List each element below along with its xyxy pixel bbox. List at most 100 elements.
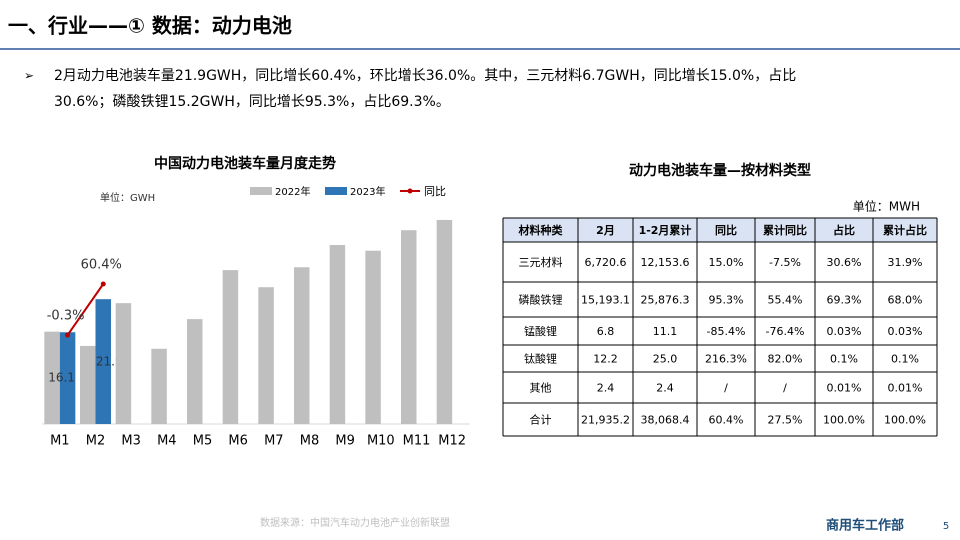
table-cell: 锰酸锂 bbox=[524, 324, 557, 338]
x-tick-label: M10 bbox=[367, 434, 395, 449]
table-cell: 15.0% bbox=[709, 256, 744, 269]
table-cell: / bbox=[724, 382, 728, 395]
line-series bbox=[66, 283, 105, 336]
x-tick-label: M7 bbox=[264, 434, 284, 449]
table-cell: 三元材料 bbox=[519, 255, 563, 269]
table-cell: -76.4% bbox=[766, 325, 805, 338]
bullet-line: 2月动力电池装车量21.9GWH，同比增长60.4%，环比增长36.0%。其中，… bbox=[54, 67, 796, 84]
department: 商用车工作部 bbox=[826, 518, 904, 534]
bar bbox=[187, 319, 203, 424]
bar bbox=[329, 245, 346, 424]
x-tick-label: M8 bbox=[300, 434, 320, 449]
x-tick-label: M5 bbox=[193, 434, 213, 449]
table-cell: 6,720.6 bbox=[585, 256, 627, 269]
x-tick-label: M9 bbox=[335, 434, 355, 449]
table-cell: 25,876.3 bbox=[641, 294, 690, 307]
line-marker bbox=[100, 281, 106, 287]
bullet-marker: ➢ bbox=[24, 69, 34, 83]
table-unit: 单位：MWH bbox=[853, 199, 920, 214]
table-cell: 0.03% bbox=[888, 325, 923, 338]
bar bbox=[222, 270, 239, 424]
line-label: -0.3% bbox=[47, 309, 85, 324]
table-header-cell: 材料种类 bbox=[519, 223, 564, 237]
table-header-cell: 占比 bbox=[833, 223, 855, 237]
bar bbox=[401, 230, 417, 424]
legend-label: 2022年 bbox=[275, 185, 310, 198]
table-cell: 216.3% bbox=[705, 353, 747, 366]
bar bbox=[59, 332, 76, 424]
table-cell: 68.0% bbox=[888, 294, 923, 307]
table-cell: 95.3% bbox=[709, 294, 744, 307]
legend-label: 2023年 bbox=[350, 185, 385, 198]
table-cell: / bbox=[783, 382, 787, 395]
table-header-cell: 1-2月累计 bbox=[639, 223, 692, 237]
bar bbox=[95, 299, 111, 424]
x-tick-label: M2 bbox=[86, 434, 106, 449]
bar bbox=[365, 250, 381, 424]
table-cell: 2.4 bbox=[597, 382, 615, 395]
x-tick-label: M11 bbox=[403, 434, 431, 449]
page-number: 5 bbox=[943, 521, 949, 532]
table-cell: 0.1% bbox=[891, 353, 919, 366]
legend-marker bbox=[407, 188, 413, 194]
bar bbox=[115, 303, 132, 424]
table-cell: 0.01% bbox=[888, 382, 923, 395]
table-cell: 27.5% bbox=[768, 414, 803, 427]
table-cell: 0.1% bbox=[830, 353, 858, 366]
table-cell: 55.4% bbox=[768, 294, 803, 307]
table-cell: 0.03% bbox=[827, 325, 862, 338]
table-cell: 0.01% bbox=[827, 382, 862, 395]
bar bbox=[44, 331, 60, 424]
table-cell: 38,068.4 bbox=[641, 414, 690, 427]
bar bbox=[80, 345, 96, 424]
x-tick-label: M6 bbox=[228, 434, 248, 449]
table-cell: 2.4 bbox=[656, 382, 674, 395]
bar bbox=[151, 348, 167, 424]
table-cell: 其他 bbox=[530, 382, 552, 395]
source-note: 数据来源：中国汽车动力电池产业创新联盟 bbox=[260, 516, 450, 529]
bar bbox=[258, 287, 274, 424]
table-cell: 合计 bbox=[530, 413, 552, 427]
table-cell: 100.0% bbox=[884, 414, 926, 427]
table-header-cell: 同比 bbox=[715, 223, 737, 237]
table-cell: 11.1 bbox=[653, 325, 678, 338]
data-label: 16.1 bbox=[48, 371, 75, 385]
table-cell: 69.3% bbox=[827, 294, 862, 307]
slide-title: 一、行业——① 数据：动力电池 bbox=[8, 14, 292, 38]
table-cell: 21,935.2 bbox=[581, 414, 630, 427]
legend-swatch bbox=[250, 187, 272, 195]
table-cell: -85.4% bbox=[707, 325, 746, 338]
table-cell: -7.5% bbox=[769, 256, 801, 269]
table-cell: 31.9% bbox=[888, 256, 923, 269]
table-cell: 12.2 bbox=[593, 353, 618, 366]
table-cell: 25.0 bbox=[653, 353, 678, 366]
bullet-line: 30.6%；磷酸铁锂15.2GWH，同比增长95.3%，占比69.3%。 bbox=[54, 94, 450, 110]
table-cell: 磷酸铁锂 bbox=[519, 293, 563, 307]
line-label: 60.4% bbox=[81, 258, 122, 273]
table-cell: 6.8 bbox=[597, 325, 615, 338]
table-header-cell: 2月 bbox=[596, 224, 615, 237]
table-cell: 82.0% bbox=[768, 353, 803, 366]
table-cell: 12,153.6 bbox=[641, 256, 690, 269]
unit-label: 单位：GWH bbox=[100, 191, 155, 204]
bar bbox=[436, 219, 453, 424]
table-cell: 30.6% bbox=[827, 256, 862, 269]
x-tick-label: M12 bbox=[438, 434, 466, 449]
table-cell: 100.0% bbox=[823, 414, 865, 427]
legend-label: 同比 bbox=[424, 185, 446, 198]
x-tick-label: M3 bbox=[121, 434, 141, 449]
x-tick-label: M4 bbox=[157, 434, 177, 449]
x-tick-label: M1 bbox=[50, 434, 70, 449]
table-cell: 60.4% bbox=[709, 414, 744, 427]
bar bbox=[294, 267, 310, 424]
table-title: 动力电池装车量—按材料类型 bbox=[629, 162, 811, 179]
table-cell: 钛酸锂 bbox=[524, 352, 557, 366]
line-marker bbox=[65, 332, 71, 338]
chart-title: 中国动力电池装车量月度走势 bbox=[154, 155, 336, 172]
table-header-cell: 累计同比 bbox=[763, 223, 807, 237]
table-cell: 15,193.1 bbox=[581, 294, 630, 307]
table-header-cell: 累计占比 bbox=[883, 223, 927, 237]
table-header-bg bbox=[503, 218, 937, 242]
